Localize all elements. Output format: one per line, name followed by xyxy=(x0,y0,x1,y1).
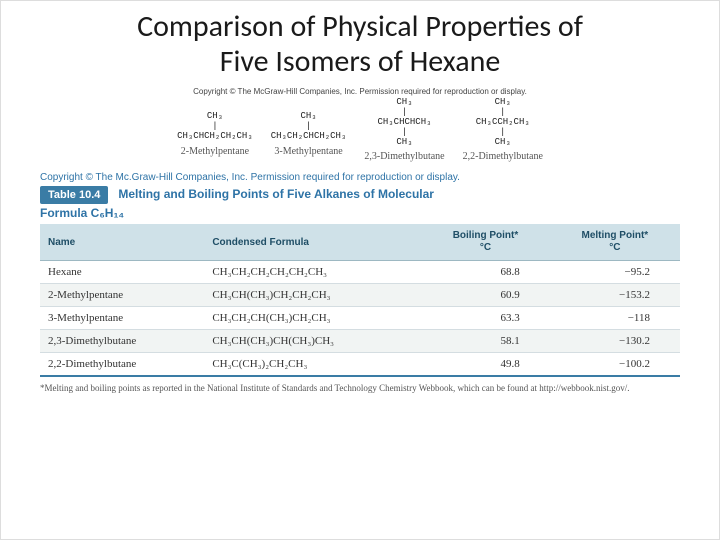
table-subtitle: Formula C₆H₁₄ xyxy=(40,206,680,220)
title-line-2: Five Isomers of Hexane xyxy=(220,43,501,80)
properties-table: Name Condensed Formula Boiling Point*°C … xyxy=(40,224,680,377)
table-row: Hexane CH₃CH₂CH₂CH₂CH₂CH₃ 68.8 −95.2 xyxy=(40,261,680,284)
structure-3-methylpentane: CH₃|CH₃CH₂CHCH₂CH₃ 3-Methylpentane xyxy=(271,98,347,162)
table-footnote: *Melting and boiling points as reported … xyxy=(40,383,680,395)
table-header-row: Name Condensed Formula Boiling Point*°C … xyxy=(40,224,680,261)
structure-formula: CH₃|CH₃CCH₂CH₃|CH₃ xyxy=(476,98,530,147)
table-row: 3-Methylpentane CH₃CH₂CH(CH₃)CH₂CH₃ 63.3… xyxy=(40,307,680,330)
structure-formula: CH₃|CH₃CHCHCH₃|CH₃ xyxy=(377,98,431,147)
cell-mp: −95.2 xyxy=(550,261,680,284)
table-row: 2,3-Dimethylbutane CH₃CH(CH₃)CH(CH₃)CH₃ … xyxy=(40,330,680,353)
table-number-tag: Table 10.4 xyxy=(40,186,108,204)
structure-diagrams: CH₃|CH₃CHCH₂CH₂CH₃ 2-Methylpentane CH₃|C… xyxy=(40,98,680,162)
table-title-row: Table 10.4 Melting and Boiling Points of… xyxy=(40,185,680,204)
cell-bp: 58.1 xyxy=(421,330,549,353)
cell-name: 2,2-Dimethylbutane xyxy=(40,353,204,377)
table-row: 2-Methylpentane CH₃CH(CH₃)CH₂CH₂CH₃ 60.9… xyxy=(40,284,680,307)
cell-formula: CH₃CH₂CH(CH₃)CH₂CH₃ xyxy=(204,307,421,330)
table-title-text: Melting and Boiling Points of Five Alkan… xyxy=(118,187,434,201)
structure-2-methylpentane: CH₃|CH₃CHCH₂CH₂CH₃ 2-Methylpentane xyxy=(177,98,253,162)
structure-formula: CH₃|CH₃CHCH₂CH₂CH₃ xyxy=(177,98,253,142)
col-mp: Melting Point*°C xyxy=(550,224,680,261)
structure-23-dimethylbutane: CH₃|CH₃CHCHCH₃|CH₃ 2,3-Dimethylbutane xyxy=(364,98,444,162)
structure-name: 2,3-Dimethylbutane xyxy=(364,151,444,162)
col-name: Name xyxy=(40,224,204,261)
cell-name: 3-Methylpentane xyxy=(40,307,204,330)
cell-bp: 68.8 xyxy=(421,261,549,284)
cell-bp: 49.8 xyxy=(421,353,549,377)
structures-copyright: Copyright © The McGraw-Hill Companies, I… xyxy=(0,87,720,96)
title-line-1: Comparison of Physical Properties of xyxy=(137,8,583,45)
cell-bp: 60.9 xyxy=(421,284,549,307)
structure-formula: CH₃|CH₃CH₂CHCH₂CH₃ xyxy=(271,98,347,142)
cell-formula: CH₃CH(CH₃)CH₂CH₂CH₃ xyxy=(204,284,421,307)
cell-formula: CH₃CH(CH₃)CH(CH₃)CH₃ xyxy=(204,330,421,353)
structure-name: 2-Methylpentane xyxy=(181,146,249,157)
cell-mp: −153.2 xyxy=(550,284,680,307)
slide-title: Comparison of Physical Properties of Fiv… xyxy=(0,0,720,85)
cell-formula: CH₃C(CH₃)₂CH₂CH₃ xyxy=(204,353,421,377)
table-copyright: Copyright © The Mc.Graw-Hill Companies, … xyxy=(40,172,680,183)
structure-name: 2,2-Dimethylbutane xyxy=(463,151,543,162)
table-row: 2,2-Dimethylbutane CH₃C(CH₃)₂CH₂CH₃ 49.8… xyxy=(40,353,680,377)
cell-mp: −118 xyxy=(550,307,680,330)
cell-mp: −100.2 xyxy=(550,353,680,377)
cell-name: 2,3-Dimethylbutane xyxy=(40,330,204,353)
structure-name: 3-Methylpentane xyxy=(274,146,342,157)
cell-mp: −130.2 xyxy=(550,330,680,353)
structure-22-dimethylbutane: CH₃|CH₃CCH₂CH₃|CH₃ 2,2-Dimethylbutane xyxy=(463,98,543,162)
col-bp: Boiling Point*°C xyxy=(421,224,549,261)
cell-bp: 63.3 xyxy=(421,307,549,330)
cell-formula: CH₃CH₂CH₂CH₂CH₂CH₃ xyxy=(204,261,421,284)
cell-name: 2-Methylpentane xyxy=(40,284,204,307)
cell-name: Hexane xyxy=(40,261,204,284)
col-formula: Condensed Formula xyxy=(204,224,421,261)
